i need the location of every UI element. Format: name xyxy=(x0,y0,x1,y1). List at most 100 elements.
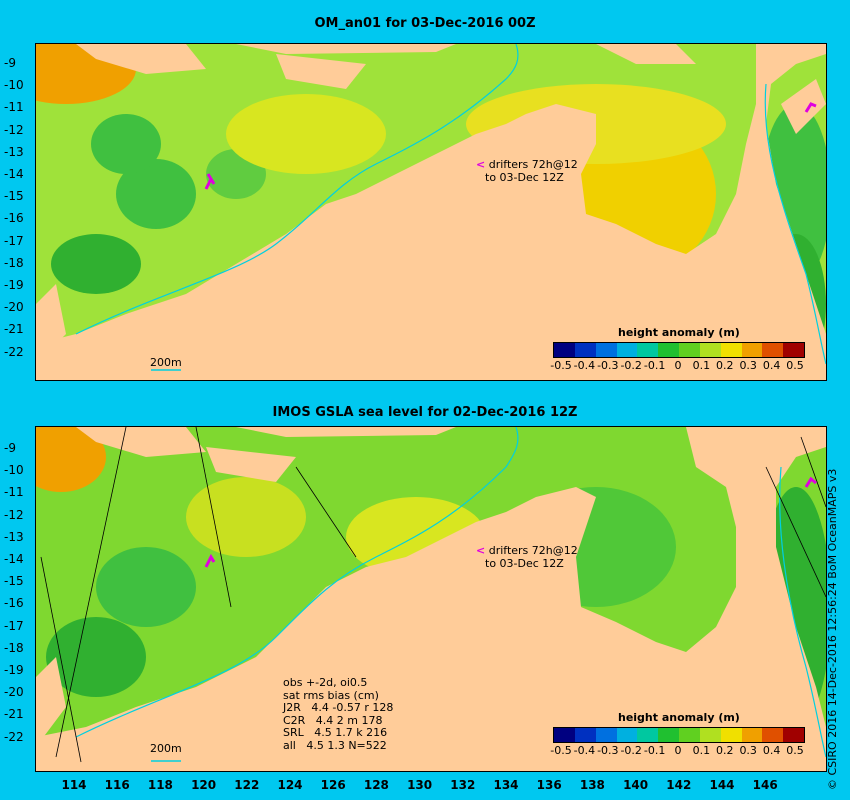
colorbar-tick-label: 0.1 xyxy=(692,744,711,757)
lat-tick-label: -14 xyxy=(4,167,24,181)
lon-tick-label: 140 xyxy=(623,778,649,792)
lon-tick-label: 136 xyxy=(536,778,562,792)
lat-tick-label: -20 xyxy=(4,685,24,700)
colorbar-swatch xyxy=(720,728,742,742)
lat-tick-label: -9 xyxy=(4,56,16,70)
lat-tick-label: -16 xyxy=(4,596,24,611)
panel2-stats-box: obs +-2d, oi0.5 sat rms bias (cm) J2R 4.4 … xyxy=(283,676,394,752)
lat-tick-label: -12 xyxy=(4,122,24,137)
lat-tick-label: -21 xyxy=(4,707,24,722)
lon-tick-label: 122 xyxy=(234,778,260,792)
colorbar-swatch xyxy=(699,728,722,742)
colorbar-swatch xyxy=(762,343,784,357)
drifter-track xyxy=(204,553,216,568)
lon-tick-label: 124 xyxy=(277,778,303,792)
colorbar-swatch xyxy=(762,728,784,742)
colorbar-swatch xyxy=(658,343,680,357)
panel2-map-graphic xyxy=(36,427,826,771)
lon-tick-label: 146 xyxy=(752,778,778,792)
lat-tick-label: -15 xyxy=(4,189,24,204)
colorbar-swatch xyxy=(554,728,576,742)
panel2-title: IMOS GSLA sea level for 02-Dec-2016 12Z xyxy=(272,405,578,420)
colorbar-swatch xyxy=(616,728,638,742)
colorbar-tick-label: 0.1 xyxy=(692,359,711,372)
lat-tick-label: -9 xyxy=(4,441,16,455)
lon-tick-label: 126 xyxy=(320,778,346,792)
timor-land xyxy=(276,54,366,89)
lon-tick-label: 128 xyxy=(363,778,389,792)
colorbar-swatch xyxy=(720,343,742,357)
stats-line: sat rms bias (cm) xyxy=(283,688,379,702)
colorbar-tick-label: -0.2 xyxy=(620,744,642,757)
drifter-track xyxy=(204,173,216,190)
lat-tick-label: -13 xyxy=(4,529,24,544)
lat-tick-label: -11 xyxy=(4,485,24,500)
lon-tick-label: 144 xyxy=(709,778,735,792)
colorbar-tick-label: -0.5 xyxy=(550,359,572,372)
panel1-scale-label: 200m xyxy=(150,356,182,369)
credit-text: © CSIRO 2016 14-Dec-2016 12:56:24 BoM Oc… xyxy=(826,468,839,790)
colorbar-swatch xyxy=(637,343,659,357)
panel2-scale-label: 200m xyxy=(150,742,182,755)
lon-tick-label: 138 xyxy=(579,778,605,792)
lon-tick-label: 120 xyxy=(191,778,217,792)
colorbar-swatch xyxy=(574,728,597,742)
panel1-map-graphic xyxy=(36,44,826,380)
panel2-colorbar-title: height anomaly (m) xyxy=(618,711,740,724)
lat-tick-label: -19 xyxy=(4,663,24,677)
panel2-drifter-note: < drifters 72h@12 to 03-Dec 12Z xyxy=(476,544,578,570)
cool-anomaly xyxy=(116,159,196,229)
colorbar-swatch xyxy=(783,728,805,742)
panel1-colorbar xyxy=(553,342,805,358)
colorbar-tick-label: 0.2 xyxy=(716,744,734,757)
stats-line: obs +-2d, oi0.5 xyxy=(283,676,368,689)
panel2-map xyxy=(35,426,827,772)
colorbar-tick-label: 0.5 xyxy=(786,359,804,372)
colorbar-tick-label: -0.4 xyxy=(573,359,596,372)
colorbar-swatch xyxy=(595,343,617,357)
lat-tick-label: -11 xyxy=(4,100,24,115)
colorbar-swatch xyxy=(741,343,763,357)
colorbar-swatch xyxy=(554,343,576,357)
lat-tick-label: -17 xyxy=(4,618,24,633)
colorbar-swatch xyxy=(595,728,617,742)
lat-tick-label: -10 xyxy=(4,463,24,478)
lat-tick-label: -16 xyxy=(4,211,24,226)
colorbar-swatch xyxy=(679,728,701,742)
stats-line: J2R 4.4 -0.57 r 128 xyxy=(283,701,394,714)
lon-tick-label: 116 xyxy=(104,778,130,792)
colorbar-swatch xyxy=(616,343,638,357)
colorbar-tick-label: -0.1 xyxy=(643,744,666,757)
panel2-colorbar xyxy=(553,727,805,743)
colorbar-swatch xyxy=(699,343,722,357)
lat-tick-label: -18 xyxy=(4,255,24,270)
colorbar-tick-label: -0.2 xyxy=(620,359,642,372)
colorbar-tick-label: -0.1 xyxy=(643,359,666,372)
panel1-colorbar-title: height anomaly (m) xyxy=(618,326,740,339)
colorbar-tick-label: 0.3 xyxy=(739,359,757,372)
drifter-arrow-icon: < xyxy=(476,158,486,171)
lat-tick-label: -22 xyxy=(4,344,24,359)
lat-tick-label: -19 xyxy=(4,278,24,292)
lat-tick-label: -15 xyxy=(4,574,24,589)
lat-tick-label: -18 xyxy=(4,640,24,655)
drifter-track xyxy=(804,476,817,488)
colorbar-swatch xyxy=(574,343,597,357)
drifter-arrow-icon: < xyxy=(476,544,486,557)
lon-tick-label: 118 xyxy=(147,778,173,792)
lon-tick-label: 132 xyxy=(450,778,476,792)
colorbar-tick-label: 0.4 xyxy=(762,744,781,757)
colorbar-tick-label: 0.5 xyxy=(786,744,804,757)
lat-tick-label: -20 xyxy=(4,300,24,315)
colorbar-tick-label: -0.4 xyxy=(573,744,596,757)
panel1-title: OM_an01 for 03-Dec-2016 00Z xyxy=(314,16,536,31)
colorbar-tick-label: 0 xyxy=(674,359,682,372)
lat-tick-label: -12 xyxy=(4,507,24,522)
colorbar-tick-label: -0.3 xyxy=(597,744,619,757)
colorbar-tick-label: -0.3 xyxy=(597,359,619,372)
bathymetry-200m-contour xyxy=(75,427,519,738)
australia-land xyxy=(36,427,826,771)
altimetry-tracks xyxy=(40,427,826,763)
colorbar-swatch xyxy=(741,728,763,742)
drifter-track xyxy=(804,102,817,113)
